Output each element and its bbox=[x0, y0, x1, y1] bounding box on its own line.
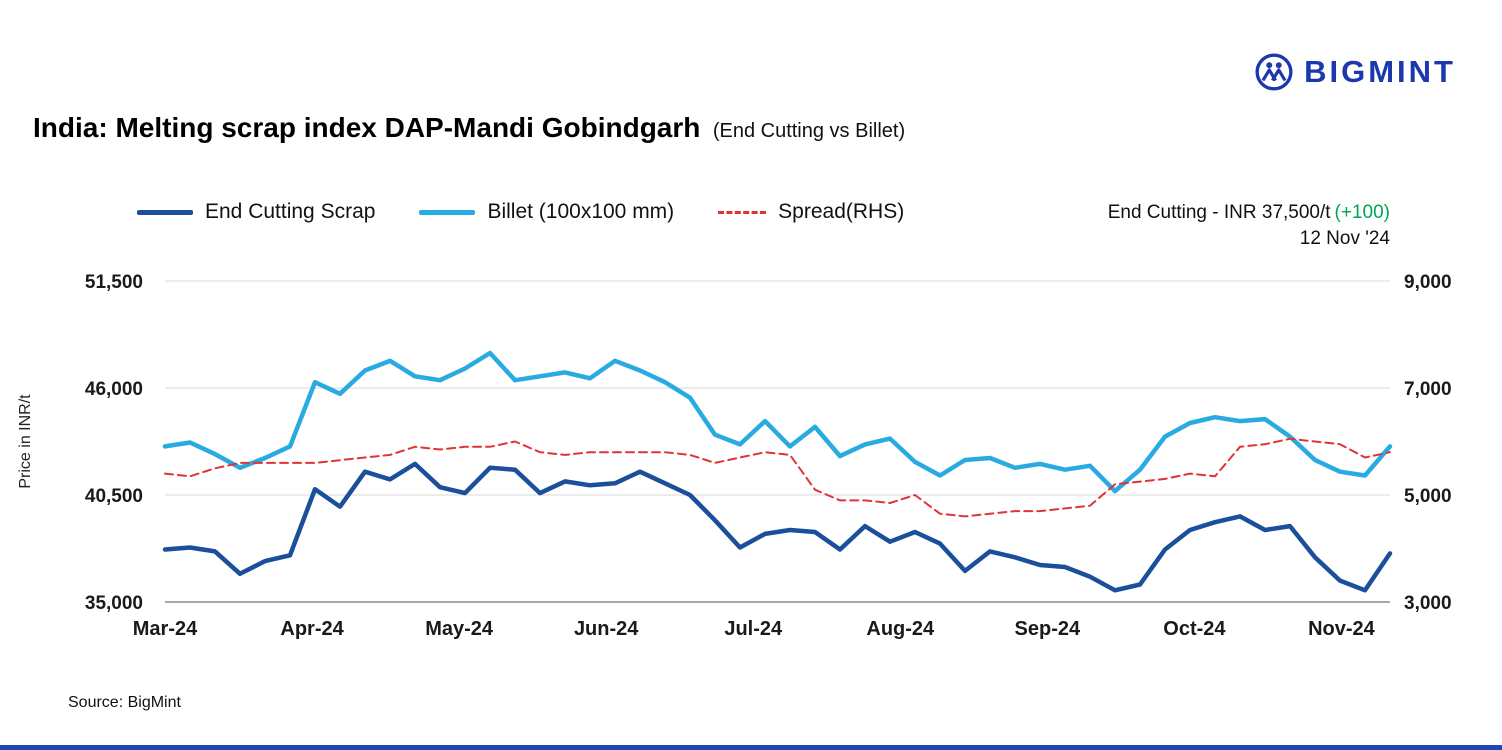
x-axis-tick: Jul-24 bbox=[724, 618, 783, 640]
left-axis-tick: 40,500 bbox=[85, 486, 143, 507]
source-text: Source: BigMint bbox=[68, 694, 181, 711]
series-line-spread-rhs bbox=[164, 437, 1391, 518]
legend-row: End Cutting Scrap Billet (100x100 mm) Sp… bbox=[137, 200, 1390, 252]
annotation-change: (+100) bbox=[1334, 202, 1390, 223]
footer-accent-bar bbox=[0, 745, 1502, 750]
left-axis-tick: 35,000 bbox=[85, 593, 143, 614]
right-axis-tick: 5,000 bbox=[1404, 486, 1452, 507]
legend-item-spread: Spread(RHS) bbox=[718, 200, 904, 224]
page-title: India: Melting scrap index DAP-Mandi Gob… bbox=[33, 112, 701, 143]
x-axis-tick: Jun-24 bbox=[574, 618, 639, 640]
x-axis-tick: Aug-24 bbox=[866, 618, 935, 640]
legend-item-billet: Billet (100x100 mm) bbox=[419, 200, 674, 224]
x-axis-tick: May-24 bbox=[425, 618, 494, 640]
x-axis-tick: Sep-24 bbox=[1015, 618, 1081, 640]
x-axis-tick: Apr-24 bbox=[280, 618, 344, 640]
legend-label-end-cutting-scrap: End Cutting Scrap bbox=[205, 200, 376, 223]
price-chart: 35,000 40,500 46,000 51,500 3,000 5,000 7,000 9… bbox=[17, 272, 1452, 640]
legend-swatch-billet bbox=[419, 209, 476, 215]
bigmint-logo-text: BIGMINT bbox=[1304, 54, 1456, 89]
page-subtitle: (End Cutting vs Billet) bbox=[712, 120, 906, 142]
annotation-date: 12 Nov '24 bbox=[1299, 228, 1390, 249]
bigmint-logo: BIGMINT bbox=[1254, 52, 1456, 92]
annotation-line: End Cutting - INR 37,500/t (+100) bbox=[1108, 200, 1390, 226]
series-line-end-cutting-scrap bbox=[162, 461, 1393, 593]
left-axis-tick: 46,000 bbox=[85, 379, 143, 400]
x-axis-tick: Mar-24 bbox=[133, 618, 198, 640]
legend-label-billet: Billet (100x100 mm) bbox=[487, 200, 675, 223]
legend-item-end-cutting-scrap: End Cutting Scrap bbox=[137, 200, 375, 224]
series-line-billet-100x100-mm bbox=[162, 350, 1393, 494]
bigmint-logo-icon bbox=[1255, 53, 1293, 91]
chart-legend: End Cutting Scrap Billet (100x100 mm) Sp… bbox=[137, 200, 904, 224]
latest-price-annotation: End Cutting - INR 37,500/t (+100) 12 Nov … bbox=[1108, 200, 1390, 252]
left-axis-tick: 51,500 bbox=[85, 272, 143, 293]
right-axis-tick: 9,000 bbox=[1404, 272, 1452, 293]
x-axis-tick: Nov-24 bbox=[1308, 618, 1376, 640]
right-axis-tick: 3,000 bbox=[1404, 593, 1452, 614]
left-axis-title: Price in INR/t bbox=[17, 394, 34, 489]
legend-label-spread: Spread(RHS) bbox=[778, 200, 905, 223]
legend-swatch-spread bbox=[718, 210, 767, 214]
title-row: India: Melting scrap index DAP-Mandi Gob… bbox=[33, 112, 905, 144]
legend-swatch-end-cutting-scrap bbox=[137, 209, 193, 215]
annotation-text: End Cutting - INR 37,500/t bbox=[1107, 202, 1331, 223]
right-axis-tick: 7,000 bbox=[1404, 379, 1452, 400]
x-axis-tick: Oct-24 bbox=[1163, 618, 1226, 640]
